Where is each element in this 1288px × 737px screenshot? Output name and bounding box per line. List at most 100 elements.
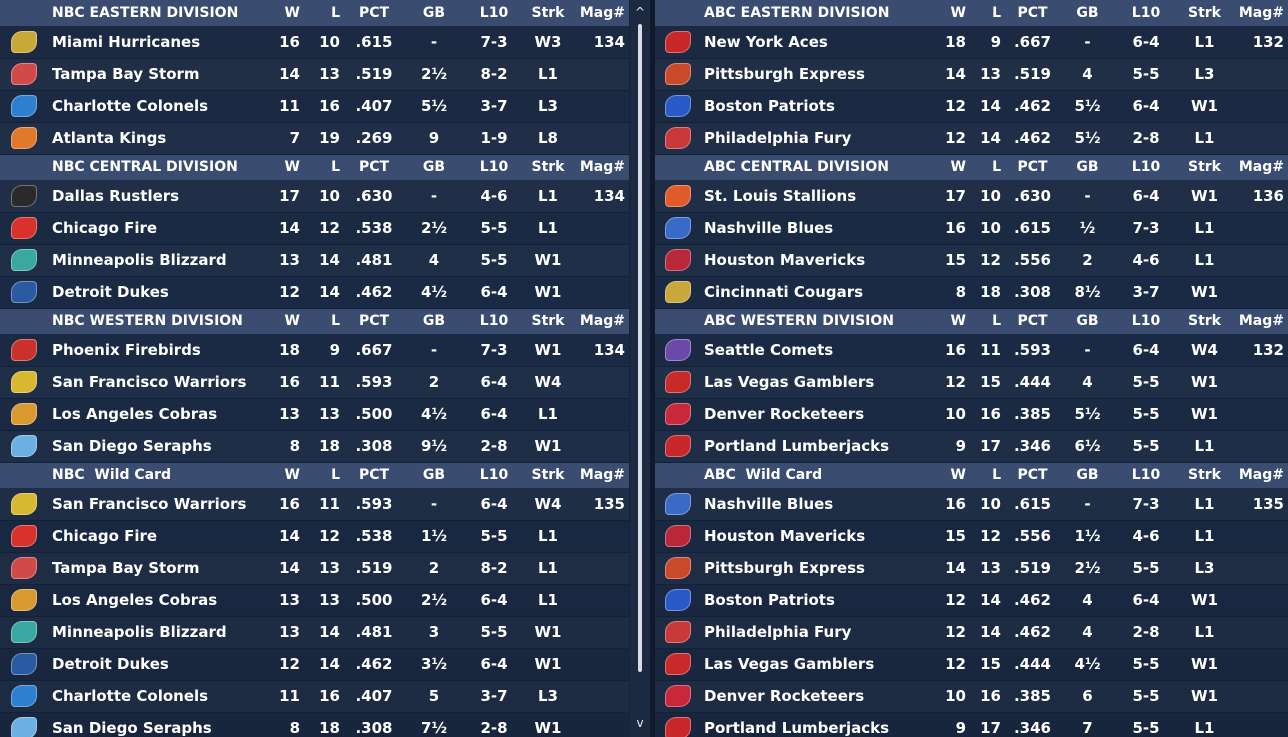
team-name[interactable]: Boston Patriots xyxy=(700,584,925,617)
team-name[interactable]: Houston Mavericks xyxy=(700,244,925,277)
column-header-mag[interactable]: Mag# xyxy=(572,462,629,488)
team-row[interactable]: Seattle Comets 16 11.593-6-4 W4 132 xyxy=(655,334,1288,367)
team-row[interactable]: Los Angeles Cobras 13 13.500 4½ 6-4 L1 xyxy=(0,398,629,431)
column-header-pct[interactable]: PCT xyxy=(1005,154,1060,180)
team-name[interactable]: Portland Lumberjacks xyxy=(700,430,925,463)
team-row[interactable]: Pittsburgh Express 14 13.519 2½ 5-5 L3 xyxy=(655,552,1288,585)
column-header-strk[interactable]: Strk xyxy=(524,154,572,180)
team-name[interactable]: Portland Lumberjacks xyxy=(700,712,925,737)
team-row[interactable]: Los Angeles Cobras 13 13.500 2½ 6-4 L1 xyxy=(0,584,629,617)
column-header-pct[interactable]: PCT xyxy=(344,462,404,488)
scroll-up-icon[interactable]: ^ xyxy=(634,5,646,19)
team-row[interactable]: Minneapolis Blizzard 13 14.481 4 5-5 W1 xyxy=(0,244,629,277)
team-name[interactable]: Seattle Comets xyxy=(700,334,925,367)
column-header-l10[interactable]: L10 xyxy=(1115,0,1177,26)
column-header-gb[interactable]: GB xyxy=(404,308,464,334)
column-header-w[interactable]: W xyxy=(264,0,304,26)
column-header-l10[interactable]: L10 xyxy=(464,462,524,488)
team-row[interactable]: Boston Patriots 12 14.462 4 6-4 W1 xyxy=(655,584,1288,617)
team-row[interactable]: Miami Hurricanes 16 10.615-7-3 W3 134 xyxy=(0,26,629,59)
column-header-w[interactable]: W xyxy=(925,154,970,180)
column-header-gb[interactable]: GB xyxy=(404,462,464,488)
team-name[interactable]: San Francisco Warriors xyxy=(48,366,264,399)
column-header-strk[interactable]: Strk xyxy=(1177,308,1232,334)
column-header-pct[interactable]: PCT xyxy=(1005,462,1060,488)
column-header-w[interactable]: W xyxy=(925,308,970,334)
team-name[interactable]: Tampa Bay Storm xyxy=(48,552,264,585)
column-header-l10[interactable]: L10 xyxy=(464,308,524,334)
scrollbar-thumb[interactable] xyxy=(638,24,642,672)
column-header-l10[interactable]: L10 xyxy=(464,154,524,180)
team-row[interactable]: San Francisco Warriors 16 11.593 2 6-4 W4 xyxy=(0,366,629,399)
team-row[interactable]: Nashville Blues 16 10.615 ½ 7-3 L1 xyxy=(655,212,1288,245)
column-header-mag[interactable]: Mag# xyxy=(572,154,629,180)
team-name[interactable]: Chicago Fire xyxy=(48,520,264,553)
column-header-w[interactable]: W xyxy=(925,0,970,26)
team-row[interactable]: Charlotte Colonels 11 16.407 5 3-7 L3 xyxy=(0,680,629,713)
team-row[interactable]: Nashville Blues 16 10.615-7-3 L1 135 xyxy=(655,488,1288,521)
column-header-strk[interactable]: Strk xyxy=(524,0,572,26)
column-header-gb[interactable]: GB xyxy=(1060,0,1115,26)
column-header-w[interactable]: W xyxy=(925,462,970,488)
team-name[interactable]: Charlotte Colonels xyxy=(48,90,264,123)
team-row[interactable]: Detroit Dukes 12 14.462 3½ 6-4 W1 xyxy=(0,648,629,681)
column-header-strk[interactable]: Strk xyxy=(524,462,572,488)
column-header-l10[interactable]: L10 xyxy=(464,0,524,26)
team-row[interactable]: Pittsburgh Express 14 13.519 4 5-5 L3 xyxy=(655,58,1288,91)
team-name[interactable]: New York Aces xyxy=(700,26,925,59)
column-header-pct[interactable]: PCT xyxy=(1005,308,1060,334)
team-name[interactable]: Denver Rocketeers xyxy=(700,398,925,431)
column-header-mag[interactable]: Mag# xyxy=(1232,308,1288,334)
column-header-w[interactable]: W xyxy=(264,308,304,334)
team-name[interactable]: Nashville Blues xyxy=(700,488,925,521)
team-name[interactable]: Tampa Bay Storm xyxy=(48,58,264,91)
team-row[interactable]: Portland Lumberjacks 9 17.346 7 5-5 L1 xyxy=(655,712,1288,737)
team-row[interactable]: Denver Rocketeers 10 16.385 6 5-5 W1 xyxy=(655,680,1288,713)
column-header-l[interactable]: L xyxy=(304,462,344,488)
column-header-pct[interactable]: PCT xyxy=(344,308,404,334)
column-header-l10[interactable]: L10 xyxy=(1115,462,1177,488)
team-row[interactable]: Atlanta Kings 7 19.269 9 1-9 L8 xyxy=(0,122,629,155)
team-name[interactable]: San Diego Seraphs xyxy=(48,712,264,737)
team-row[interactable]: San Diego Seraphs 8 18.308 9½ 2-8 W1 xyxy=(0,430,629,463)
column-header-gb[interactable]: GB xyxy=(404,0,464,26)
team-name[interactable]: San Francisco Warriors xyxy=(48,488,264,521)
column-header-pct[interactable]: PCT xyxy=(344,0,404,26)
column-header-mag[interactable]: Mag# xyxy=(572,0,629,26)
team-name[interactable]: Detroit Dukes xyxy=(48,276,264,309)
column-header-l[interactable]: L xyxy=(970,308,1005,334)
column-header-pct[interactable]: PCT xyxy=(344,154,404,180)
team-row[interactable]: Denver Rocketeers 10 16.385 5½ 5-5 W1 xyxy=(655,398,1288,431)
team-row[interactable]: Portland Lumberjacks 9 17.346 6½ 5-5 L1 xyxy=(655,430,1288,463)
team-row[interactable]: St. Louis Stallions 17 10.630-6-4 W1 136 xyxy=(655,180,1288,213)
column-header-l10[interactable]: L10 xyxy=(1115,308,1177,334)
team-name[interactable]: Philadelphia Fury xyxy=(700,616,925,649)
team-name[interactable]: St. Louis Stallions xyxy=(700,180,925,213)
team-name[interactable]: Denver Rocketeers xyxy=(700,680,925,713)
team-name[interactable]: Los Angeles Cobras xyxy=(48,398,264,431)
column-header-gb[interactable]: GB xyxy=(1060,154,1115,180)
team-name[interactable]: Charlotte Colonels xyxy=(48,680,264,713)
column-header-strk[interactable]: Strk xyxy=(1177,462,1232,488)
team-row[interactable]: Chicago Fire 14 12.538 2½ 5-5 L1 xyxy=(0,212,629,245)
column-header-l[interactable]: L xyxy=(304,308,344,334)
team-name[interactable]: Minneapolis Blizzard xyxy=(48,244,264,277)
team-row[interactable]: Philadelphia Fury 12 14.462 4 2-8 L1 xyxy=(655,616,1288,649)
team-name[interactable]: Phoenix Firebirds xyxy=(48,334,264,367)
team-name[interactable]: Las Vegas Gamblers xyxy=(700,366,925,399)
team-row[interactable]: Detroit Dukes 12 14.462 4½ 6-4 W1 xyxy=(0,276,629,309)
team-row[interactable]: Las Vegas Gamblers 12 15.444 4 5-5 W1 xyxy=(655,366,1288,399)
column-header-strk[interactable]: Strk xyxy=(1177,0,1232,26)
team-row[interactable]: Houston Mavericks 15 12.556 1½ 4-6 L1 xyxy=(655,520,1288,553)
column-header-l10[interactable]: L10 xyxy=(1115,154,1177,180)
team-row[interactable]: San Francisco Warriors 16 11.593-6-4 W4 135 xyxy=(0,488,629,521)
column-header-l[interactable]: L xyxy=(970,154,1005,180)
team-name[interactable]: Las Vegas Gamblers xyxy=(700,648,925,681)
column-header-strk[interactable]: Strk xyxy=(524,308,572,334)
column-header-l[interactable]: L xyxy=(304,154,344,180)
column-header-mag[interactable]: Mag# xyxy=(1232,154,1288,180)
team-row[interactable]: Tampa Bay Storm 14 13.519 2½ 8-2 L1 xyxy=(0,58,629,91)
column-header-l[interactable]: L xyxy=(970,462,1005,488)
column-header-w[interactable]: W xyxy=(264,154,304,180)
team-name[interactable]: Atlanta Kings xyxy=(48,122,264,155)
